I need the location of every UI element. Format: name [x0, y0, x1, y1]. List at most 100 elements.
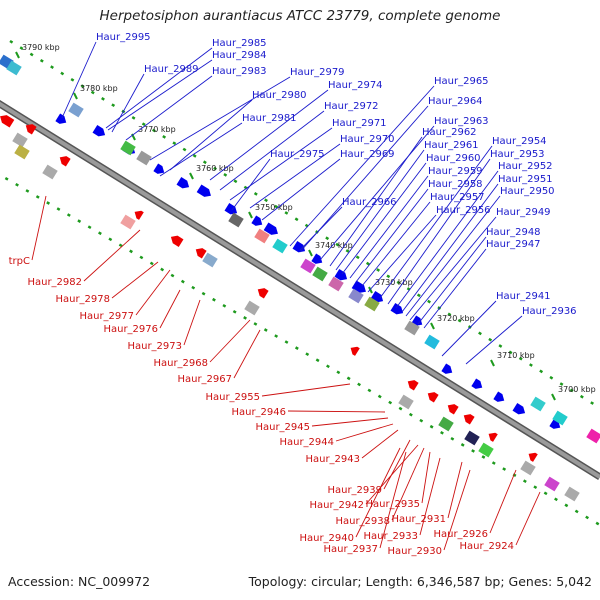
forward-gene-box [136, 150, 152, 166]
forward-gene-label: Haur_2956 [436, 205, 491, 216]
forward-label-leader [107, 59, 213, 131]
forward-label-leader [405, 195, 501, 317]
forward-label-leader [261, 158, 341, 221]
reverse-label-leader [159, 289, 181, 329]
reverse-genes [0, 115, 580, 502]
forward-gene-label: Haur_2948 [486, 227, 541, 238]
reverse-gene-box [244, 300, 260, 316]
forward-gene-label: Haur_2959 [428, 166, 483, 177]
forward-label-leader [441, 300, 497, 357]
forward-label-leader [423, 248, 487, 329]
forward-gene-box [364, 296, 380, 312]
scale-tick-label: 3780 kbp [80, 84, 118, 93]
scale-tick-mark [15, 51, 20, 59]
forward-gene-arrow [224, 203, 238, 215]
reverse-gene-arrow [195, 248, 207, 259]
reverse-label-leader [355, 447, 401, 538]
forward-gene-box [6, 60, 22, 76]
forward-gene-box [254, 228, 270, 244]
reverse-label-leader [489, 469, 517, 534]
forward-label-leader [125, 75, 213, 141]
forward-gene-box [404, 320, 420, 336]
forward-gene-arrow [292, 241, 306, 253]
forward-label-leader [349, 175, 429, 279]
forward-label-leader [387, 158, 491, 305]
reverse-label-leader [233, 329, 261, 379]
forward-label-leader [219, 110, 325, 191]
scale-tick-label: 3710 kbp [497, 351, 535, 360]
forward-gene-arrow [176, 177, 190, 189]
forward-label-leader [401, 183, 499, 313]
reverse-gene-arrow [488, 432, 498, 442]
reverse-gene-label: Haur_2976 [103, 324, 158, 335]
reverse-gene-box [12, 132, 28, 148]
forward-gene-box [348, 288, 364, 304]
reverse-gene-label: Haur_2955 [205, 392, 260, 403]
forward-gene-label: Haur_2947 [486, 239, 541, 250]
accession-text: Accession: NC_009972 [8, 574, 151, 589]
forward-gene-box [586, 428, 600, 444]
reverse-gene-arrow [528, 452, 538, 462]
reverse-gene-label: Haur_2982 [27, 277, 82, 288]
reverse-label-leader [311, 417, 389, 427]
scale-tick-label: 3760 kbp [196, 164, 234, 173]
reverse-gene-box [14, 144, 30, 160]
reverse-gene-label: trpC [9, 256, 30, 267]
forward-gene-label: Haur_2941 [496, 291, 551, 302]
forward-gene-label: Haur_2953 [490, 149, 545, 160]
forward-gene-label: Haur_2989 [144, 64, 199, 75]
reverse-gene-arrow [463, 414, 475, 425]
forward-label-leader [361, 201, 431, 287]
forward-gene-box [228, 212, 244, 228]
forward-gene-label: Haur_2969 [340, 149, 395, 160]
forward-gene-box [424, 334, 440, 350]
forward-gene-label: Haur_2980 [252, 90, 307, 101]
forward-label-leader [231, 158, 271, 211]
forward-label-leader [465, 315, 523, 365]
reverse-label-leader [379, 451, 407, 549]
forward-label-leader [299, 105, 429, 253]
forward-gene-label: Haur_2936 [522, 306, 577, 317]
reverse-gene-labels: trpC Haur_2982 Haur_2978 Haur_2977 Haur_2976… [9, 195, 541, 557]
reverse-label-leader [391, 447, 425, 521]
reverse-gene-box [202, 252, 218, 268]
reverse-gene-box [464, 430, 480, 446]
reverse-gene-arrow [407, 380, 419, 391]
reverse-gene-label: Haur_2933 [363, 531, 418, 542]
forward-label-leader [341, 162, 427, 275]
reverse-gene-label: Haur_2939 [327, 485, 382, 496]
scale-tick-mark [308, 249, 313, 257]
forward-gene-label: Haur_2961 [424, 140, 479, 151]
forward-label-leader [395, 170, 499, 309]
reverse-gene-label: Haur_2940 [299, 533, 354, 544]
forward-gene-arrow [311, 253, 323, 264]
reverse-gene-box [520, 460, 536, 476]
forward-gene-label: Haur_2981 [242, 113, 297, 124]
forward-gene-box [300, 258, 316, 274]
forward-label-leader [169, 99, 253, 171]
reverse-gene-arrow [170, 235, 184, 247]
reverse-gene-box [544, 476, 560, 492]
forward-gene-box [272, 238, 288, 254]
reverse-gene-arrow [59, 156, 71, 167]
reverse-gene-arrow [0, 115, 15, 128]
forward-label-leader [355, 188, 429, 283]
forward-gene-arrow [334, 269, 348, 281]
scale-tick-mark [430, 322, 435, 330]
forward-label-leader [379, 145, 493, 299]
forward-label-leader [319, 125, 435, 261]
reverse-label-leader [515, 491, 541, 546]
reverse-gene-label: Haur_2977 [79, 311, 134, 322]
forward-gene-label: Haur_2958 [428, 179, 483, 190]
forward-gene-label: Haur_2970 [340, 134, 395, 145]
reverse-gene-label: Haur_2967 [177, 374, 232, 385]
forward-gene-arrow [251, 215, 263, 226]
reverse-label-leader [83, 229, 141, 282]
reverse-gene-label: Haur_2935 [365, 499, 420, 510]
reverse-label-leader [443, 469, 471, 551]
scale-tick-mark [248, 211, 253, 219]
forward-gene-label: Haur_2952 [498, 161, 553, 172]
forward-label-leader [209, 89, 329, 181]
